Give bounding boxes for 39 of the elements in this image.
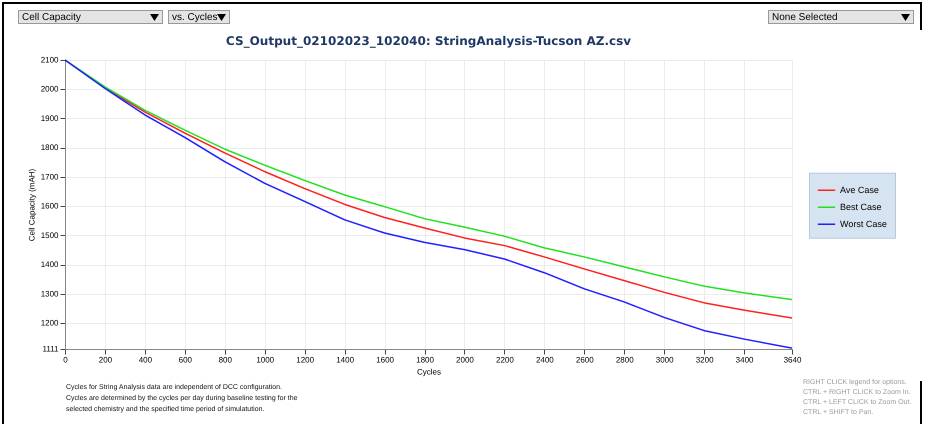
- legend-label: Worst Case: [840, 219, 887, 230]
- x-tick-label: 0: [63, 356, 68, 364]
- x-tick-label: 2000: [456, 356, 474, 364]
- legend-label: Ave Case: [840, 185, 879, 196]
- x-tick-label: 2400: [536, 356, 554, 364]
- x-tick-label: 3400: [736, 356, 754, 364]
- x-tick-label: 3200: [696, 356, 714, 364]
- text: None Selected: [768, 10, 914, 24]
- y-tick-label: 1800: [40, 143, 60, 152]
- y-tick-label: 2100: [40, 56, 60, 64]
- x-tick-label: 200: [98, 356, 113, 364]
- text: Cell Capacity: [18, 10, 163, 24]
- y-tick-label: 1111: [42, 344, 60, 354]
- y-tick-label: 1600: [40, 202, 60, 211]
- legend-label: Best Case: [840, 202, 882, 212]
- x-tick-label: 1400: [336, 356, 355, 364]
- text: vs. Cycles: [168, 10, 230, 24]
- x-tick-label: 1000: [256, 356, 275, 364]
- x-tick-label: 2600: [576, 356, 594, 364]
- y-tick-label: 1400: [40, 260, 60, 270]
- chart-title: CS_Output_02102023_102040: StringAnalysis-Tucson AZ.csv: [226, 34, 632, 48]
- x-tick-label: 600: [178, 356, 193, 364]
- x-tick-label: 3640: [784, 356, 802, 364]
- x-tick-label: 1600: [376, 356, 395, 364]
- y-tick-label: 1300: [40, 289, 60, 298]
- x-tick-label: 400: [138, 356, 153, 364]
- y-tick-label: 2000: [40, 84, 60, 94]
- x-tick-label: 800: [218, 356, 232, 364]
- y-axis-title: Cell Capacity (mAH): [28, 168, 37, 242]
- y-tick-label: 1500: [40, 230, 60, 240]
- x-tick-label: 2200: [496, 356, 514, 364]
- x-tick-label: 3000: [656, 356, 674, 364]
- x-tick-label: 2800: [616, 356, 634, 364]
- x-tick-label: 1800: [416, 356, 434, 364]
- y-tick-label: 1900: [40, 114, 60, 123]
- x-tick-label: 1200: [296, 356, 315, 364]
- y-tick-label: 1200: [40, 318, 60, 328]
- x-axis-title: Cycles: [416, 368, 442, 376]
- y-tick-label: 1700: [40, 172, 60, 182]
